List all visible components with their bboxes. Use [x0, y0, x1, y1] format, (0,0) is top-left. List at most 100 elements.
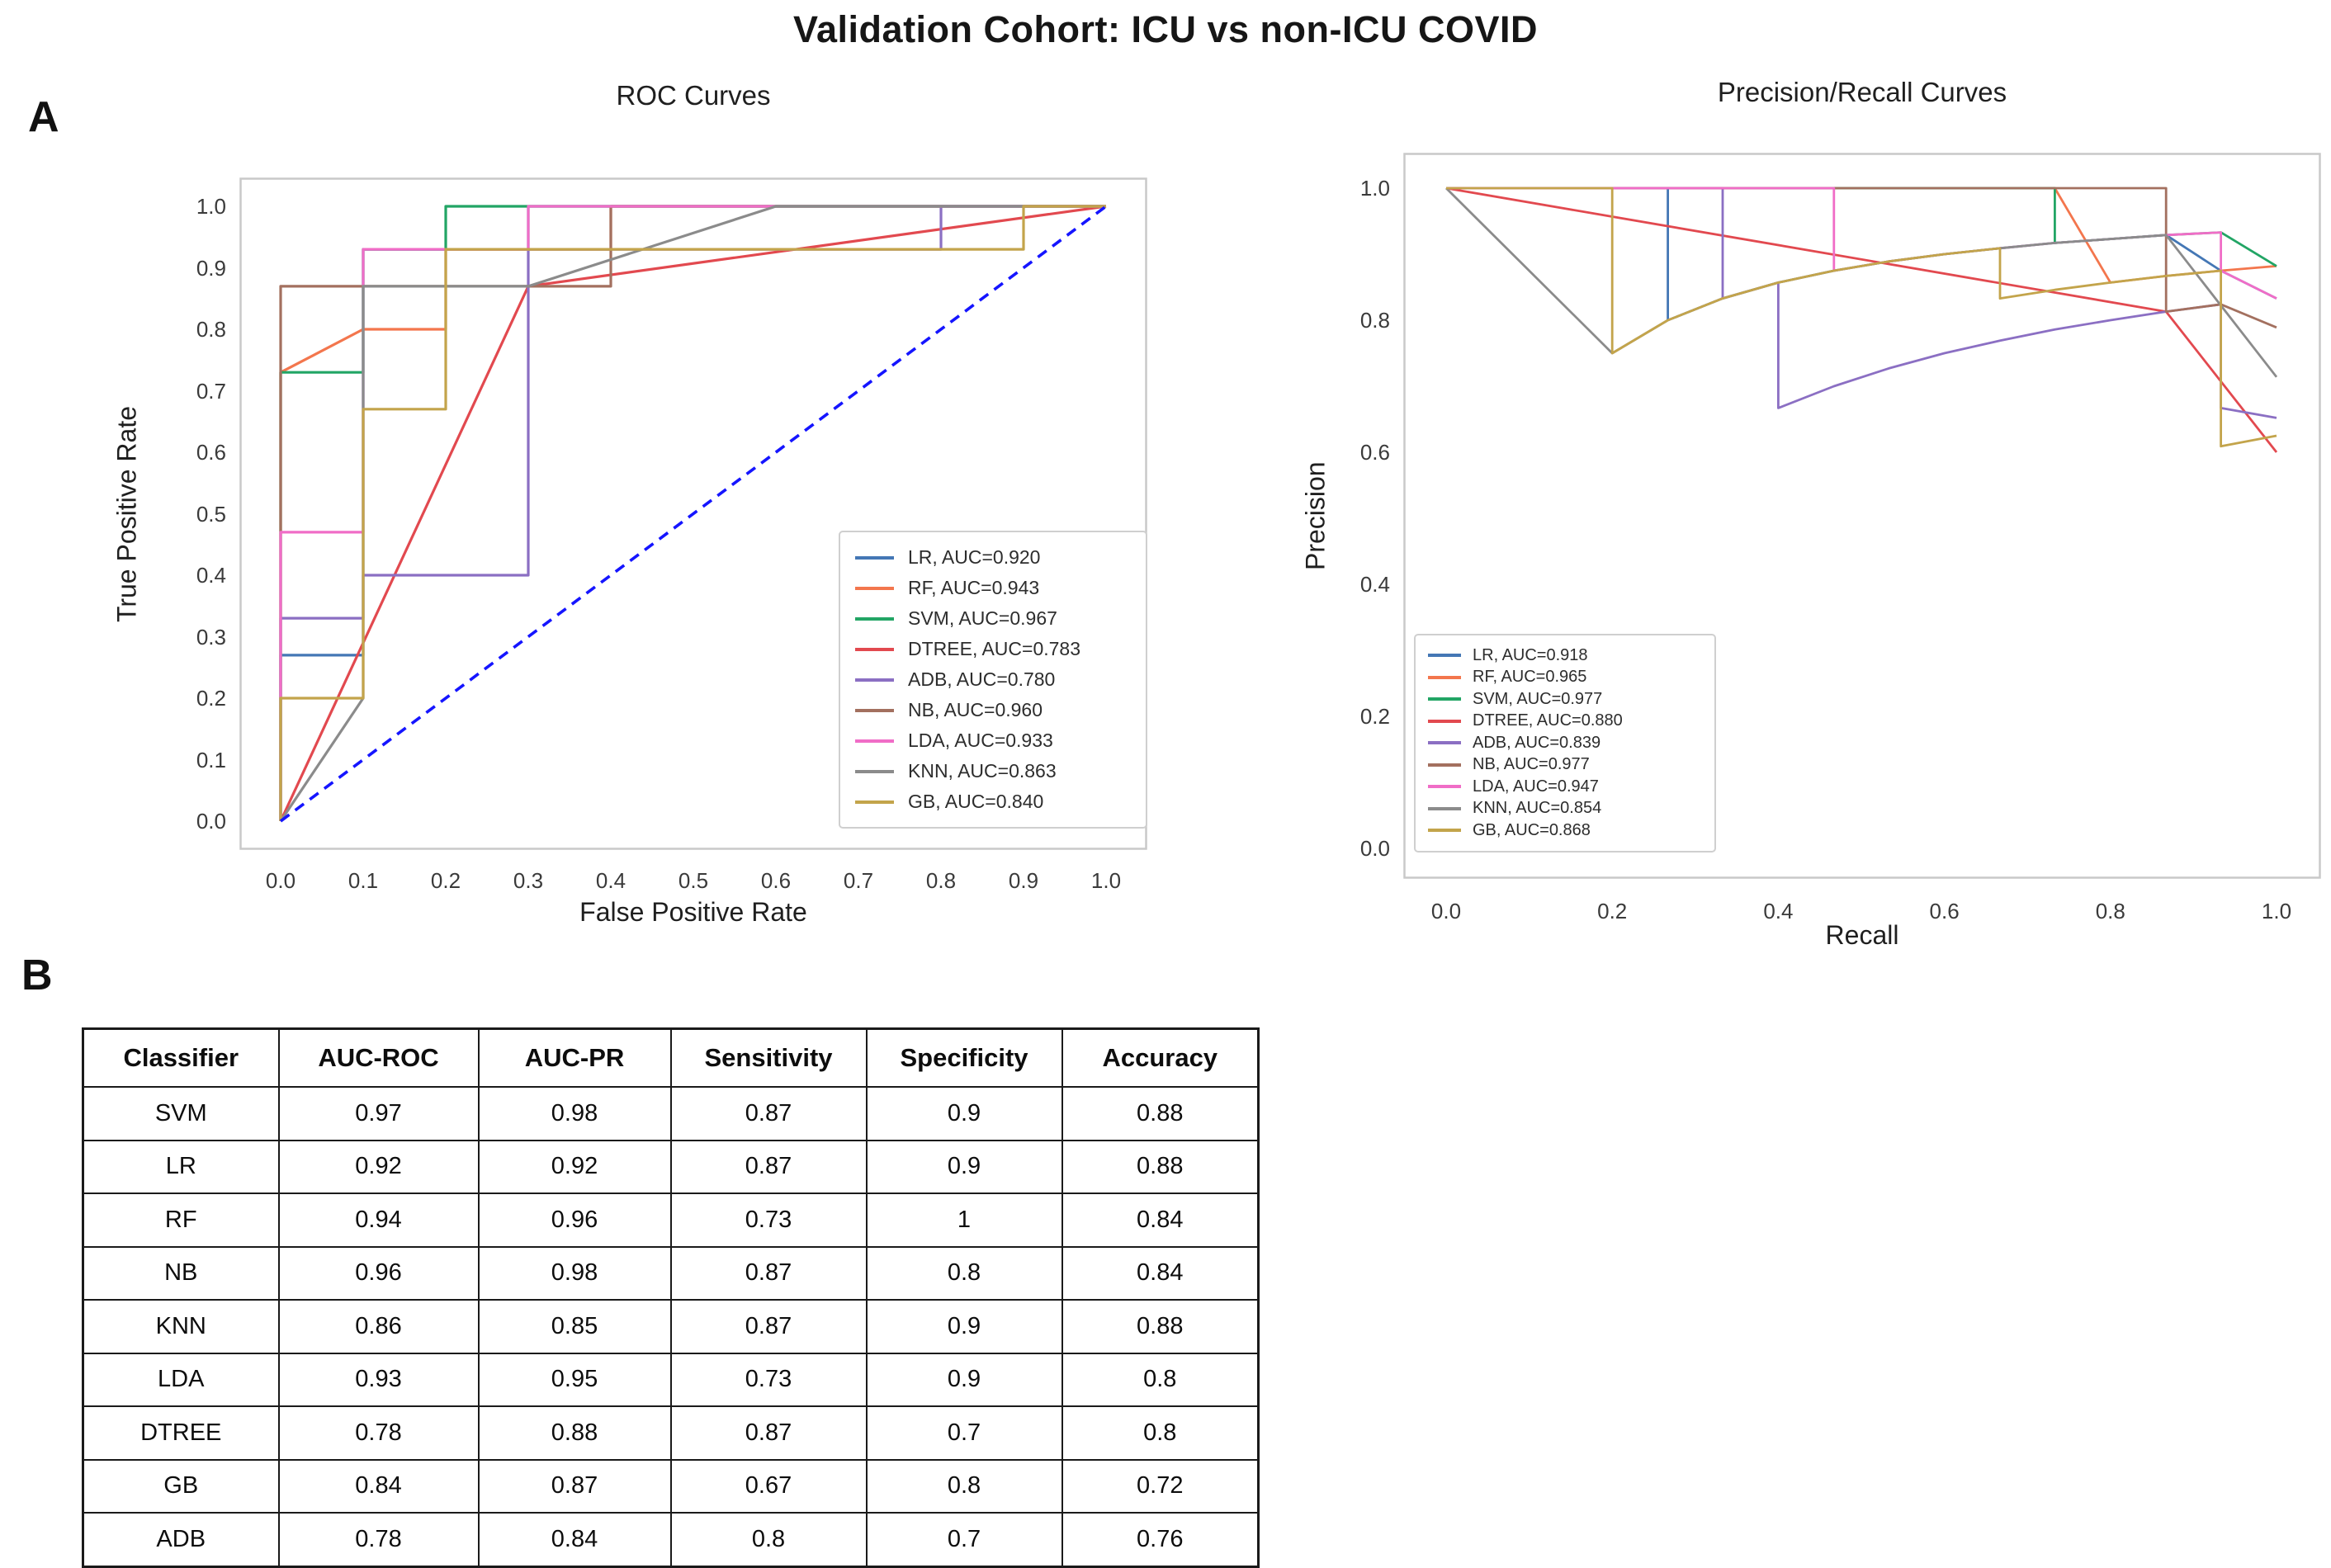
- roc-y-tick-0.9: 0.9: [196, 255, 226, 281]
- metric-value-cell: 0.98: [477, 1245, 672, 1301]
- metric-value-cell: 0.96: [277, 1245, 480, 1301]
- pr-legend-label-KNN: KNN, AUC=0.854: [1473, 799, 1602, 818]
- column-header-sensitivity: Sensitivity: [669, 1027, 868, 1088]
- table-row-gb: GB 0.84 0.87 0.67 0.8 0.72: [82, 1458, 1260, 1514]
- pr-y-tick-0.2: 0.2: [1359, 704, 1390, 729]
- pr-series-GB: [1446, 187, 2277, 448]
- RF-swatch-line: [1428, 675, 1461, 679]
- roc-y-tick-0.6: 0.6: [196, 440, 226, 465]
- DTREE-swatch-line: [855, 647, 894, 651]
- roc-x-tick-0.5: 0.5: [678, 868, 709, 893]
- roc-legend-item-ADB: ADB, AUC=0.780: [855, 664, 1131, 695]
- table-row-lr: LR 0.92 0.92 0.87 0.9 0.88: [82, 1139, 1260, 1194]
- pr-legend-item-SVM: SVM, AUC=0.977: [1428, 688, 1702, 711]
- metric-value-cell: 0.96: [477, 1193, 672, 1248]
- table-row-rf: RF 0.94 0.96 0.73 1 0.84: [82, 1193, 1260, 1248]
- pr-legend-label-RF: RF, AUC=0.965: [1473, 668, 1587, 687]
- metric-value-cell: 0.97: [277, 1086, 480, 1141]
- pr-legend-item-ADB: ADB, AUC=0.839: [1428, 732, 1702, 754]
- metric-value-cell: 0.87: [669, 1245, 868, 1301]
- roc-legend-item-RF: RF, AUC=0.943: [855, 573, 1131, 603]
- metric-value-cell: 0.78: [277, 1405, 480, 1461]
- roc-y-tick-1.0: 1.0: [196, 194, 226, 219]
- metric-value-cell: 0.73: [669, 1193, 868, 1248]
- roc-legend-item-GB: GB, AUC=0.840: [855, 786, 1131, 817]
- roc-series-ADB: [279, 205, 1106, 821]
- metric-value-cell: 0.8: [1061, 1352, 1260, 1407]
- GB-swatch-line: [855, 800, 894, 804]
- pr-legend-item-GB: GB, AUC=0.868: [1428, 819, 1702, 842]
- metric-value-cell: 0.8: [669, 1512, 868, 1567]
- roc-legend-label-GB: GB, AUC=0.840: [908, 791, 1044, 812]
- metric-value-cell: 0.72: [1061, 1458, 1260, 1514]
- roc-legend-label-SVM: SVM, AUC=0.967: [908, 607, 1057, 629]
- roc-chance-line: [279, 205, 1108, 823]
- pr-y-tick-0.6: 0.6: [1359, 440, 1390, 465]
- table-row-lda: LDA 0.93 0.95 0.73 0.9 0.8: [82, 1352, 1260, 1407]
- roc-x-tick-0.1: 0.1: [348, 868, 379, 893]
- roc-series-LDA: [279, 205, 1106, 821]
- pr-legend-label-SVM: SVM, AUC=0.977: [1473, 689, 1603, 708]
- roc-y-tick-0.8: 0.8: [196, 317, 226, 342]
- pr-legend-label-DTREE: DTREE, AUC=0.880: [1473, 711, 1623, 730]
- DTREE-swatch-line: [1428, 719, 1461, 723]
- classifier-name-cell: LR: [82, 1139, 280, 1194]
- LDA-swatch-line: [1428, 785, 1461, 789]
- metrics-table: Classifier AUC-ROC AUC-PR Sensitivity Specif…: [82, 1027, 1260, 1568]
- pr-y-axis-label: Precision: [1300, 461, 1331, 570]
- column-header-auc-pr: AUC-PR: [477, 1027, 672, 1088]
- metric-value-cell: 0.84: [477, 1512, 672, 1567]
- metric-value-cell: 0.87: [477, 1458, 672, 1514]
- metric-value-cell: 0.7: [865, 1512, 1063, 1567]
- panel-a-label: A: [28, 93, 59, 141]
- roc-y-tick-0.1: 0.1: [196, 747, 226, 772]
- pr-legend-item-KNN: KNN, AUC=0.854: [1428, 798, 1702, 820]
- metric-value-cell: 0.95: [477, 1352, 672, 1407]
- metrics-table-body: SVM 0.97 0.98 0.87 0.9 0.88 LR 0.92 0.92 0.87 0.9 0…: [82, 1086, 1260, 1567]
- table-row-dtree: DTREE 0.78 0.88 0.87 0.7 0.8: [82, 1405, 1260, 1461]
- pr-legend-item-NB: NB, AUC=0.977: [1428, 754, 1702, 777]
- table-row-knn: KNN 0.86 0.85 0.87 0.9 0.88: [82, 1299, 1260, 1354]
- metric-value-cell: 0.84: [1061, 1245, 1260, 1301]
- table-header-row: Classifier AUC-ROC AUC-PR Sensitivity Specif…: [82, 1027, 1260, 1088]
- pr-x-tick-0.2: 0.2: [1597, 899, 1628, 923]
- roc-legend-item-SVM: SVM, AUC=0.967: [855, 603, 1131, 634]
- GB-swatch-line: [1428, 829, 1461, 833]
- column-header-accuracy: Accuracy: [1061, 1027, 1260, 1088]
- table-row-nb: NB 0.96 0.98 0.87 0.8 0.84: [82, 1245, 1260, 1301]
- table-row-adb: ADB 0.78 0.84 0.8 0.7 0.76: [82, 1512, 1260, 1567]
- pr-legend-label-NB: NB, AUC=0.977: [1473, 755, 1590, 774]
- pr-legend-item-DTREE: DTREE, AUC=0.880: [1428, 711, 1702, 733]
- metric-value-cell: 0.87: [669, 1139, 868, 1194]
- metric-value-cell: 0.88: [477, 1405, 672, 1461]
- metric-value-cell: 0.7: [865, 1405, 1063, 1461]
- metric-value-cell: 0.85: [477, 1299, 672, 1354]
- roc-y-tick-0.3: 0.3: [196, 624, 226, 649]
- classifier-name-cell: GB: [82, 1458, 280, 1514]
- metric-value-cell: 0.9: [865, 1299, 1063, 1354]
- roc-x-tick-0.6: 0.6: [760, 868, 792, 893]
- classifier-name-cell: DTREE: [82, 1405, 280, 1461]
- metrics-table-head: Classifier AUC-ROC AUC-PR Sensitivity Specif…: [82, 1027, 1260, 1088]
- classifier-name-cell: NB: [82, 1245, 280, 1301]
- pr-legend-label-LR: LR, AUC=0.918: [1473, 645, 1588, 664]
- pr-y-tick-0.0: 0.0: [1359, 836, 1390, 861]
- roc-legend-label-NB: NB, AUC=0.960: [908, 699, 1043, 720]
- roc-legend-item-KNN: KNN, AUC=0.863: [855, 756, 1131, 786]
- figure-title: Validation Cohort: ICU vs non-ICU COVID: [792, 8, 1538, 50]
- roc-legend-label-ADB: ADB, AUC=0.780: [908, 668, 1056, 690]
- SVM-swatch-line: [1428, 697, 1461, 701]
- roc-legend-label-RF: RF, AUC=0.943: [908, 577, 1040, 598]
- roc-y-axis-label: True Positive Rate: [111, 405, 142, 622]
- roc-legend-item-LDA: LDA, AUC=0.933: [855, 725, 1131, 756]
- roc-y-tick-0.2: 0.2: [196, 686, 226, 711]
- metric-value-cell: 0.8: [865, 1245, 1063, 1301]
- KNN-swatch-line: [855, 769, 894, 773]
- roc-chart-title: ROC Curves: [616, 80, 771, 111]
- roc-x-tick-0.9: 0.9: [1008, 868, 1039, 893]
- pr-legend-item-LDA: LDA, AUC=0.947: [1428, 776, 1702, 798]
- metric-value-cell: 0.9: [865, 1139, 1063, 1194]
- pr-legend-label-ADB: ADB, AUC=0.839: [1473, 733, 1601, 752]
- pr-x-tick-0.6: 0.6: [1929, 899, 1960, 923]
- metric-value-cell: 0.87: [669, 1405, 868, 1461]
